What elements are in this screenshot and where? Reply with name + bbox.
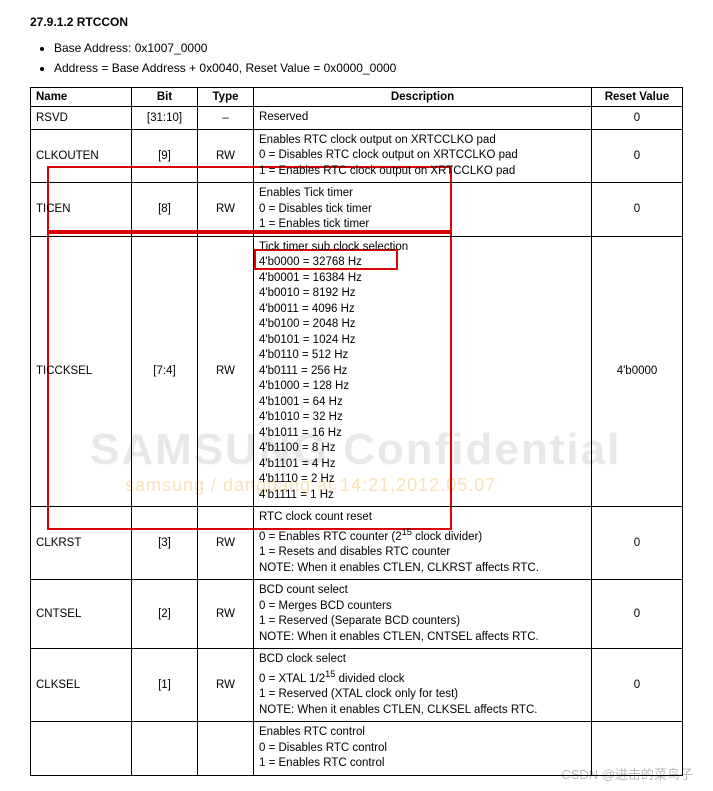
cell-name: [31, 722, 132, 776]
th-bit: Bit: [132, 88, 198, 107]
bullet-base-address: Base Address: 0x1007_0000: [54, 41, 683, 55]
cell-name: CLKOUTEN: [31, 129, 132, 183]
cell-reset: 0: [592, 107, 683, 130]
th-reset: Reset Value: [592, 88, 683, 107]
cell-type: RW: [198, 236, 254, 507]
cell-reset: [592, 722, 683, 776]
th-name: Name: [31, 88, 132, 107]
cell-description: Tick timer sub clock selection4'b0000 = …: [254, 236, 592, 507]
cell-bit: [9]: [132, 129, 198, 183]
table-row: TICCKSEL[7:4]RWTick timer sub clock sele…: [31, 236, 683, 507]
cell-bit: [7:4]: [132, 236, 198, 507]
table-row: CLKOUTEN[9]RWEnables RTC clock output on…: [31, 129, 683, 183]
cell-description: BCD count select0 = Merges BCD counters1…: [254, 580, 592, 649]
cell-reset: 0: [592, 507, 683, 580]
table-row: CLKSEL[1]RWBCD clock select0 = XTAL 1/21…: [31, 649, 683, 722]
cell-reset: 0: [592, 580, 683, 649]
register-table: Name Bit Type Description Reset Value RS…: [30, 87, 683, 776]
cell-reset: 0: [592, 649, 683, 722]
cell-description: Enables Tick timer0 = Disables tick time…: [254, 183, 592, 237]
cell-type: [198, 722, 254, 776]
cell-name: CLKRST: [31, 507, 132, 580]
table-row: RSVD[31:10]–Reserved0: [31, 107, 683, 130]
address-bullets: Base Address: 0x1007_0000 Address = Base…: [30, 41, 683, 75]
cell-name: CNTSEL: [31, 580, 132, 649]
cell-bit: [8]: [132, 183, 198, 237]
cell-reset: 4'b0000: [592, 236, 683, 507]
cell-reset: 0: [592, 183, 683, 237]
table-row: TICEN[8]RWEnables Tick timer0 = Disables…: [31, 183, 683, 237]
table-row: CNTSEL[2]RWBCD count select0 = Merges BC…: [31, 580, 683, 649]
cell-description: BCD clock select0 = XTAL 1/215 divided c…: [254, 649, 592, 722]
table-row: CLKRST[3]RWRTC clock count reset0 = Enab…: [31, 507, 683, 580]
cell-bit: [31:10]: [132, 107, 198, 130]
cell-bit: [1]: [132, 649, 198, 722]
cell-type: RW: [198, 580, 254, 649]
cell-bit: [132, 722, 198, 776]
th-type: Type: [198, 88, 254, 107]
bullet-address-formula: Address = Base Address + 0x0040, Reset V…: [54, 61, 683, 75]
cell-type: RW: [198, 649, 254, 722]
cell-type: –: [198, 107, 254, 130]
cell-description: RTC clock count reset0 = Enables RTC cou…: [254, 507, 592, 580]
cell-type: RW: [198, 507, 254, 580]
cell-reset: 0: [592, 129, 683, 183]
cell-name: TICCKSEL: [31, 236, 132, 507]
cell-name: CLKSEL: [31, 649, 132, 722]
th-desc: Description: [254, 88, 592, 107]
cell-description: Enables RTC clock output on XRTCCLKO pad…: [254, 129, 592, 183]
section-title: 27.9.1.2 RTCCON: [30, 15, 683, 29]
cell-description: Reserved: [254, 107, 592, 130]
cell-bit: [3]: [132, 507, 198, 580]
cell-type: RW: [198, 129, 254, 183]
cell-description: Enables RTC control0 = Disables RTC cont…: [254, 722, 592, 776]
cell-bit: [2]: [132, 580, 198, 649]
table-row: Enables RTC control0 = Disables RTC cont…: [31, 722, 683, 776]
cell-name: RSVD: [31, 107, 132, 130]
cell-name: TICEN: [31, 183, 132, 237]
cell-type: RW: [198, 183, 254, 237]
